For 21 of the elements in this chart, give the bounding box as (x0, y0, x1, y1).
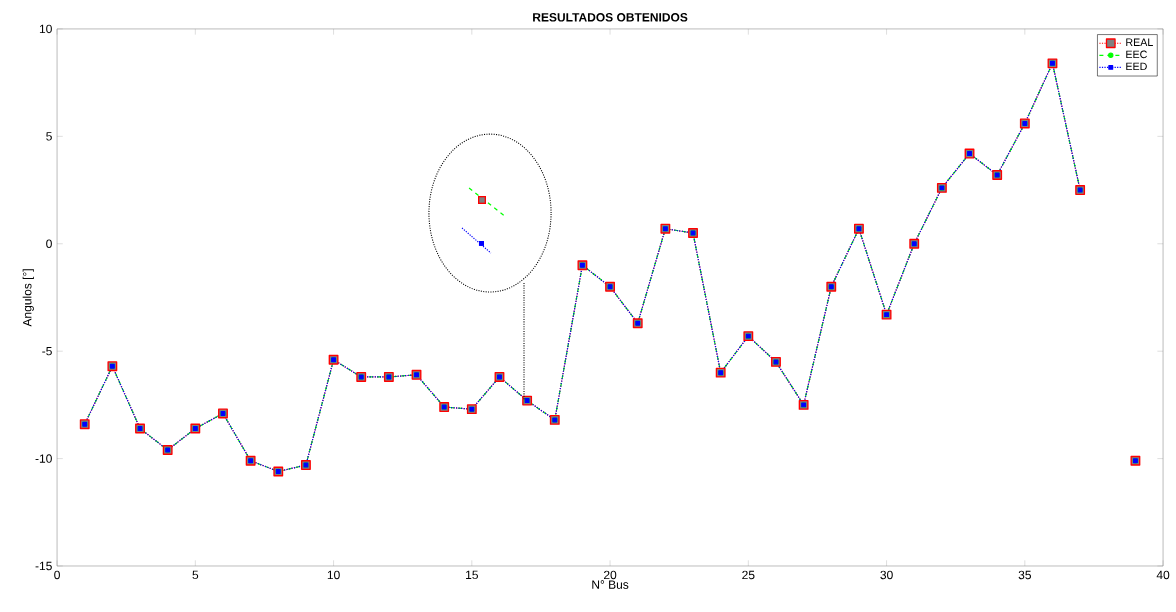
y-tick-label: -15 (35, 561, 52, 571)
legend-label: EED (1126, 62, 1147, 71)
x-tick-label: 5 (192, 570, 199, 580)
x-tick-label: 10 (327, 570, 340, 580)
legend-label: EEC (1126, 50, 1147, 59)
x-axis-title: N° Bus (592, 580, 629, 589)
y-tick-label: 10 (39, 24, 52, 34)
y-axis-title: Angulos [°] (22, 269, 34, 327)
legend-label: REAL (1126, 38, 1153, 46)
x-tick-label: 0 (54, 570, 60, 580)
y-tick-label: 0 (46, 239, 52, 249)
x-tick-label: 30 (880, 570, 893, 580)
y-tick-label: 5 (46, 132, 52, 141)
x-tick-label: 25 (742, 570, 755, 580)
chart-title: RESULTADOS OBTENIDOS (533, 13, 688, 22)
x-tick-label: 35 (1018, 570, 1031, 580)
y-tick-label: -10 (35, 454, 52, 463)
x-tick-label: 15 (466, 570, 478, 580)
y-tick-label: -5 (42, 346, 52, 356)
x-tick-label: 20 (604, 570, 617, 580)
x-tick-label: 40 (1156, 570, 1170, 580)
